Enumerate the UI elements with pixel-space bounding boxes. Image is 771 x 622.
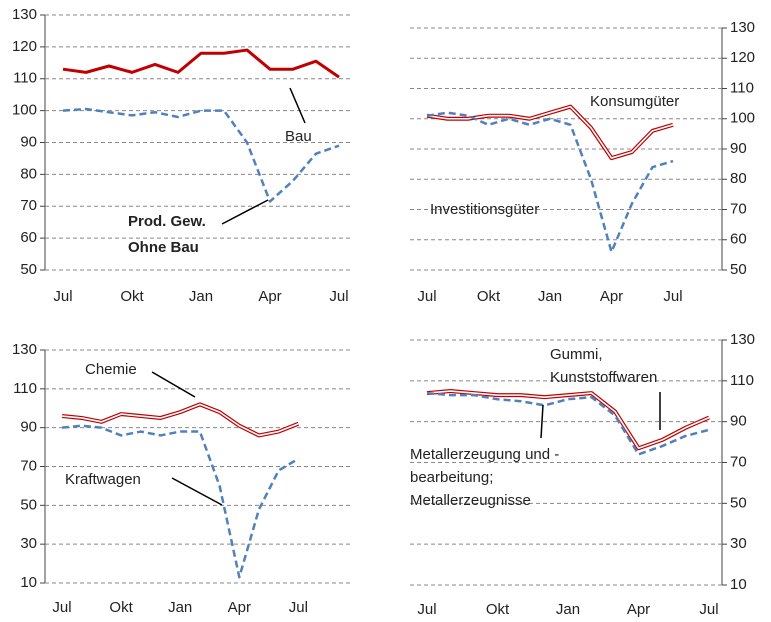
x-tick-label: Jul	[52, 599, 71, 616]
y-tick-label: 30	[20, 535, 37, 552]
leader-line	[221, 199, 269, 225]
y-tick-label: 100	[730, 110, 755, 127]
line	[62, 48, 340, 79]
x-tick-label: Apr	[228, 599, 251, 616]
y-tick-label: 50	[20, 261, 37, 278]
y-tick-label: 10	[20, 574, 37, 591]
line	[61, 424, 300, 579]
annotation: Gummi,	[550, 346, 603, 363]
x-tick-label: Okt	[486, 601, 510, 618]
y-tick-label: 120	[12, 38, 37, 55]
y-tick-label: 50	[20, 496, 37, 513]
x-tick-label: Okt	[477, 288, 501, 305]
annotation: bearbeitung;	[410, 469, 493, 486]
annotation: Ohne Bau	[128, 239, 199, 256]
y-tick-label: 70	[730, 453, 747, 470]
line	[426, 111, 674, 254]
y-tick-label: 130	[12, 341, 37, 358]
line	[426, 389, 710, 451]
leader-line	[289, 87, 306, 124]
x-tick-label: Okt	[120, 288, 144, 305]
annotation: Kraftwagen	[65, 471, 141, 488]
y-tick-label: 100	[12, 102, 37, 119]
annotation: Metallerzeugnisse	[410, 492, 531, 509]
line-inner	[426, 390, 710, 450]
annotation: Investitionsgüter	[430, 201, 539, 218]
x-tick-label: Jul	[699, 601, 718, 618]
y-tick-label: 130	[730, 331, 755, 348]
annotation: Chemie	[85, 361, 137, 378]
x-tick-label: Jan	[556, 601, 580, 618]
y-tick-label: 110	[13, 70, 37, 87]
x-tick-label: Jul	[417, 288, 436, 305]
annotation: Konsumgüter	[590, 93, 679, 110]
line	[426, 391, 710, 456]
y-tick-label: 10	[730, 576, 747, 593]
x-tick-label: Okt	[109, 599, 133, 616]
y-tick-label: 110	[730, 372, 754, 389]
x-tick-label: Apr	[600, 288, 623, 305]
y-tick-label: 90	[730, 140, 747, 157]
y-tick-label: 70	[20, 197, 37, 214]
y-tick-label: 120	[730, 49, 755, 66]
x-tick-label: Apr	[258, 288, 281, 305]
line-inner	[426, 105, 674, 159]
y-tick-label: 130	[12, 6, 37, 23]
x-tick-label: Jul	[417, 601, 436, 618]
x-tick-label: Jan	[168, 599, 192, 616]
x-tick-label: Apr	[627, 601, 650, 618]
y-tick-label: 90	[20, 133, 37, 150]
y-tick-label: 80	[730, 170, 747, 187]
y-tick-label: 60	[730, 231, 747, 248]
y-tick-label: 70	[730, 200, 747, 217]
leader-line	[151, 371, 196, 398]
annotation: Metallerzeugung und -	[410, 446, 559, 463]
x-tick-label: Jan	[538, 288, 562, 305]
line	[62, 107, 340, 203]
y-tick-label: 90	[20, 419, 37, 436]
x-tick-label: Jan	[189, 288, 213, 305]
y-tick-label: 70	[20, 457, 37, 474]
annotation: Bau	[285, 128, 312, 145]
y-tick-label: 30	[730, 535, 747, 552]
y-tick-label: 90	[730, 413, 747, 430]
y-tick-label: 50	[730, 494, 747, 511]
annotation: Prod. Gew.	[128, 213, 206, 230]
x-tick-label: Jul	[663, 288, 682, 305]
y-tick-label: 110	[13, 380, 37, 397]
x-tick-label: Jul	[289, 599, 308, 616]
x-tick-label: Jul	[329, 288, 348, 305]
y-tick-label: 50	[730, 261, 747, 278]
line-inner	[61, 403, 299, 437]
x-tick-label: Jul	[53, 288, 72, 305]
leader-line	[540, 404, 544, 439]
annotation: Kunststoffwaren	[550, 369, 657, 386]
y-tick-label: 130	[730, 19, 755, 36]
y-tick-label: 60	[20, 229, 37, 246]
y-tick-label: 110	[730, 79, 754, 96]
leader-line	[171, 477, 223, 506]
y-tick-label: 80	[20, 165, 37, 182]
